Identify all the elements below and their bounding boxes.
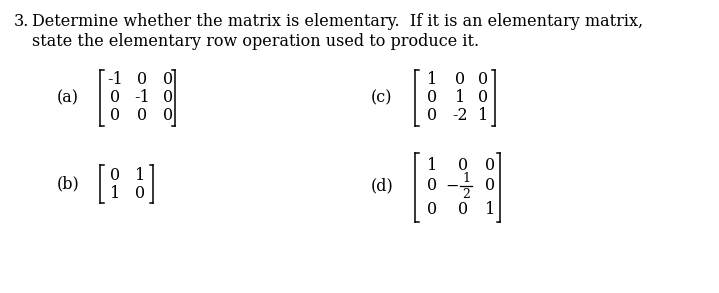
Text: 0: 0 bbox=[455, 71, 465, 88]
Text: 1: 1 bbox=[485, 202, 495, 219]
Text: 0: 0 bbox=[427, 202, 437, 219]
Text: 0: 0 bbox=[137, 71, 147, 88]
Text: 0: 0 bbox=[137, 108, 147, 125]
Text: 0: 0 bbox=[458, 202, 468, 219]
Text: 1: 1 bbox=[427, 156, 437, 173]
Text: 1: 1 bbox=[110, 185, 120, 202]
Text: (b): (b) bbox=[57, 176, 79, 193]
Text: (c): (c) bbox=[371, 89, 393, 106]
Text: 1: 1 bbox=[135, 166, 145, 183]
Text: 0: 0 bbox=[163, 108, 173, 125]
Text: 0: 0 bbox=[135, 185, 145, 202]
Text: 0: 0 bbox=[427, 108, 437, 125]
Text: −: − bbox=[445, 178, 459, 195]
Text: 0: 0 bbox=[478, 89, 488, 106]
Text: -1: -1 bbox=[107, 71, 123, 88]
Text: state the elementary row operation used to produce it.: state the elementary row operation used … bbox=[32, 33, 479, 50]
Text: Determine whether the matrix is elementary.  If it is an elementary matrix,: Determine whether the matrix is elementa… bbox=[32, 13, 643, 30]
Text: 0: 0 bbox=[427, 89, 437, 106]
Text: 0: 0 bbox=[163, 71, 173, 88]
Text: -2: -2 bbox=[452, 108, 468, 125]
Text: 1: 1 bbox=[462, 171, 470, 185]
Text: 0: 0 bbox=[110, 166, 120, 183]
Text: 0: 0 bbox=[110, 89, 120, 106]
Text: 0: 0 bbox=[485, 156, 495, 173]
Text: 1: 1 bbox=[427, 71, 437, 88]
Text: 0: 0 bbox=[427, 178, 437, 195]
Text: 3.: 3. bbox=[14, 13, 29, 30]
Text: 0: 0 bbox=[163, 89, 173, 106]
Text: (d): (d) bbox=[370, 178, 393, 195]
Text: 0: 0 bbox=[485, 178, 495, 195]
Text: 1: 1 bbox=[455, 89, 465, 106]
Text: 0: 0 bbox=[458, 156, 468, 173]
Text: 2: 2 bbox=[462, 188, 470, 202]
Text: 1: 1 bbox=[478, 108, 488, 125]
Text: 0: 0 bbox=[110, 108, 120, 125]
Text: -1: -1 bbox=[134, 89, 150, 106]
Text: (a): (a) bbox=[57, 89, 79, 106]
Text: 0: 0 bbox=[478, 71, 488, 88]
